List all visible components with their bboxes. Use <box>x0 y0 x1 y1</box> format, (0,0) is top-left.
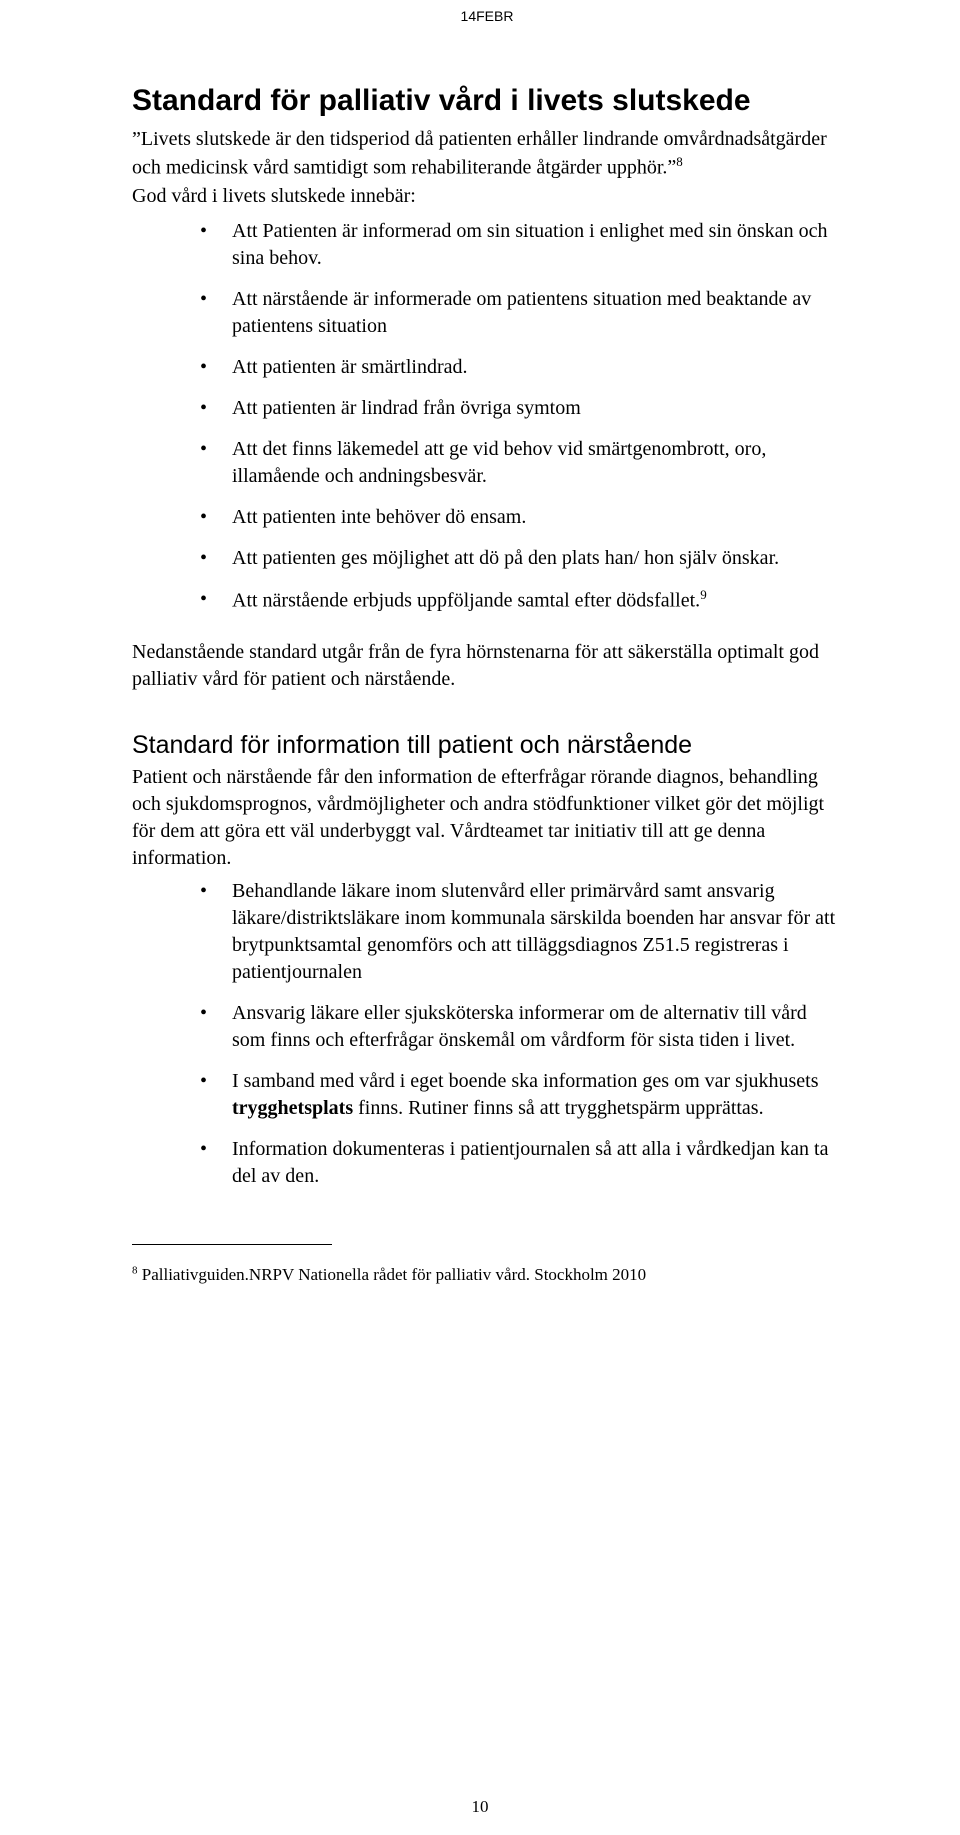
list-item: Behandlande läkare inom slutenvård eller… <box>200 878 842 986</box>
list-item: I samband med vård i eget boende ska inf… <box>200 1068 842 1122</box>
footnote-text: Palliativguiden.NRPV Nationella rådet fö… <box>142 1265 646 1284</box>
list-item: Att Patienten är informerad om sin situa… <box>200 218 842 272</box>
footnote-marker: 8 <box>132 1264 138 1276</box>
list-item-suffix: finns. Rutiner finns så att trygghetspär… <box>353 1097 763 1119</box>
list-item: Information dokumenteras i patientjourna… <box>200 1136 842 1190</box>
header-tag: 14FEBR <box>132 0 842 24</box>
bullet-list-2: Behandlande läkare inom slutenvård eller… <box>132 878 842 1190</box>
list-item-text: Att närstående erbjuds uppföljande samta… <box>232 590 700 612</box>
list-item: Att patienten är lindrad från övriga sym… <box>200 395 842 422</box>
section2-intro: Patient och närstående får den informati… <box>132 764 842 872</box>
intro-paragraph: Livets slutskede är den tidsperiod då pa… <box>132 126 842 182</box>
bullet-list-1: Att Patienten är informerad om sin situa… <box>132 218 842 615</box>
page-title: Standard för palliativ vård i livets slu… <box>132 82 842 120</box>
list-item: Att närstående är informerade om patient… <box>200 286 842 340</box>
list-item: Att närstående erbjuds uppföljande samta… <box>200 586 842 615</box>
footnote-ref-9: 9 <box>700 587 707 602</box>
list-item: Att patienten är smärtlindrad. <box>200 354 842 381</box>
footnote-divider <box>132 1244 332 1245</box>
footnote-8: 8 Palliativguiden.NRPV Nationella rådet … <box>132 1263 842 1287</box>
intro-quote: Livets slutskede är den tidsperiod då pa… <box>132 128 827 179</box>
summary-paragraph: Nedanstående standard utgår från de fyra… <box>132 639 842 693</box>
page-number: 10 <box>0 1797 960 1817</box>
list-item: Att det finns läkemedel att ge vid behov… <box>200 436 842 490</box>
section-heading: Standard för information till patient oc… <box>132 731 842 760</box>
list-item: Ansvarig läkare eller sjuksköterska info… <box>200 1000 842 1054</box>
list-item: Att patienten ges möjlighet att dö på de… <box>200 545 842 572</box>
intro-after: God vård i livets slutskede innebär: <box>132 183 842 210</box>
list-item-bold: trygghetsplats <box>232 1097 353 1119</box>
list-item-prefix: I samband med vård i eget boende ska inf… <box>232 1070 819 1092</box>
list-item: Att patienten inte behöver dö ensam. <box>200 504 842 531</box>
footnote-ref-8: 8 <box>676 154 683 169</box>
